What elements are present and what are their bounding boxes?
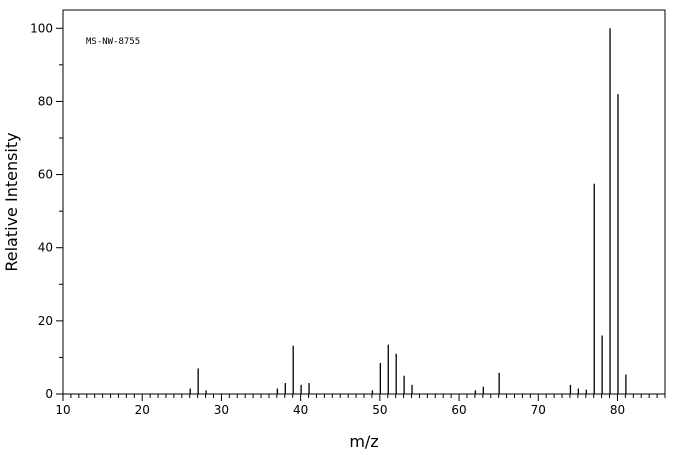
plot-frame [62,9,666,395]
y-tick-label: 20 [38,314,53,328]
spectrum-peaks [189,28,627,394]
x-tick-label: 70 [531,403,546,417]
x-tick-label: 80 [610,403,625,417]
x-tick-label: 60 [451,403,466,417]
x-axis-title: m/z [349,432,378,451]
y-axis-ticks: 0 20 40 60 80 100 [30,21,63,401]
y-tick-label: 80 [38,94,53,108]
spectrum-id-label: MS-NW-8755 [86,37,140,47]
y-axis-title: Relative Intensity [2,132,21,271]
x-tick-label: 40 [293,403,308,417]
x-tick-label: 10 [55,403,70,417]
x-tick-label: 20 [135,403,150,417]
x-tick-label: 50 [372,403,387,417]
y-tick-label: 60 [38,168,53,182]
y-tick-label: 40 [38,241,53,255]
y-tick-label: 100 [30,21,53,35]
y-tick-label: 0 [45,387,53,401]
x-tick-label: 30 [214,403,229,417]
x-axis-ticks: 10 20 30 40 50 60 70 80 [55,394,666,417]
